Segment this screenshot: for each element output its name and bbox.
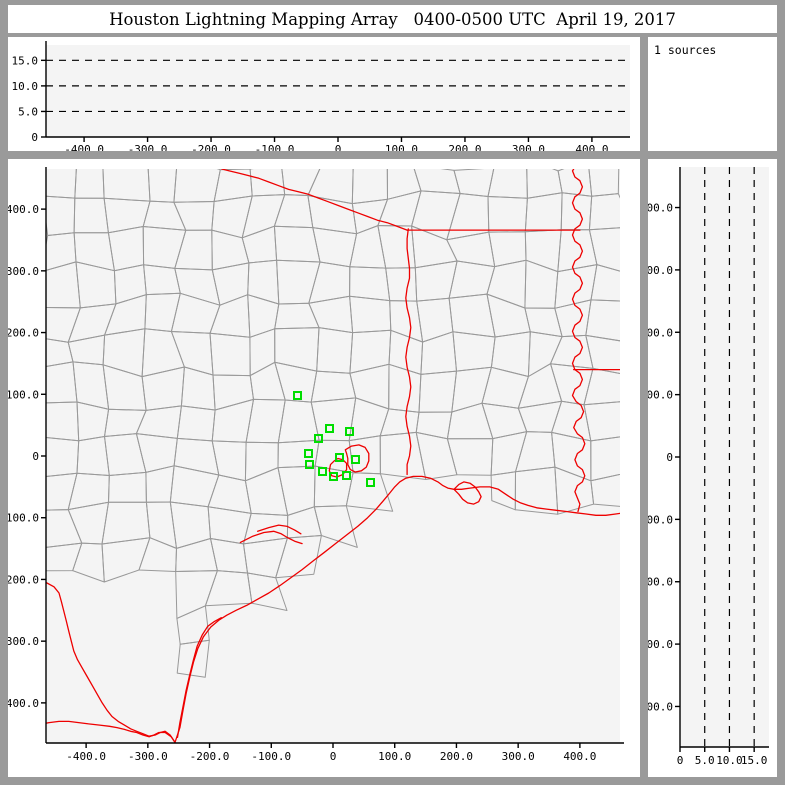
svg-text:-300.0: -300.0	[128, 750, 168, 763]
station-marker[interactable]	[345, 426, 355, 436]
svg-text:5.0: 5.0	[18, 105, 38, 118]
station-marker[interactable]	[350, 455, 360, 465]
svg-text:100.0: 100.0	[648, 389, 673, 402]
svg-text:100.0: 100.0	[8, 388, 39, 401]
svg-text:0: 0	[330, 750, 337, 763]
station-marker[interactable]	[293, 391, 303, 400]
svg-text:-200.0: -200.0	[191, 143, 231, 151]
svg-text:-400.0: -400.0	[8, 697, 39, 710]
plan-view-map-plot[interactable]: 400.0 300.0 200.0 100.0 0 -100.0 -200.0 -300.0 -…	[8, 159, 640, 777]
altitude-vs-north-south-plot[interactable]: 400.0 300.0 200.0 100.0 0 -100.0 -200.0 -300.0 -…	[648, 159, 777, 777]
svg-text:300.0: 300.0	[512, 143, 545, 151]
altitude-vs-north-south-panel: 400.0 300.0 200.0 100.0 0 -100.0 -200.0 -300.0 -…	[648, 159, 777, 777]
altitude-vs-east-west-panel: 0 5.0 10.0 15.0 -400.0 -300.0 -200.0 -100.0 0 100…	[8, 37, 640, 151]
sources-count-label: 1 sources	[654, 43, 717, 57]
station-marker[interactable]	[303, 449, 313, 459]
svg-text:-100.0: -100.0	[648, 513, 673, 526]
altitude-vs-east-west-plot[interactable]: 0 5.0 10.0 15.0 -400.0 -300.0 -200.0 -100.0 0 100…	[8, 37, 640, 151]
svg-text:300.0: 300.0	[502, 750, 535, 763]
svg-text:-200.0: -200.0	[190, 750, 230, 763]
svg-text:100.0: 100.0	[378, 750, 411, 763]
svg-text:15.0: 15.0	[12, 54, 39, 67]
station-marker[interactable]	[342, 470, 352, 480]
svg-text:-300.0: -300.0	[8, 635, 39, 648]
title-bar: Houston Lightning Mapping Array 0400-050…	[8, 5, 777, 33]
svg-text:0: 0	[335, 143, 342, 151]
svg-text:-400.0: -400.0	[66, 750, 106, 763]
svg-text:200.0: 200.0	[648, 326, 673, 339]
station-marker[interactable]	[325, 423, 335, 433]
svg-text:0: 0	[677, 754, 684, 767]
station-marker[interactable]	[365, 478, 375, 488]
svg-text:400.0: 400.0	[8, 203, 39, 216]
svg-text:-200.0: -200.0	[8, 573, 39, 586]
svg-text:100.0: 100.0	[385, 143, 418, 151]
svg-text:0: 0	[666, 451, 673, 464]
svg-text:200.0: 200.0	[448, 143, 481, 151]
svg-text:5.0: 5.0	[695, 754, 715, 767]
svg-text:300.0: 300.0	[648, 264, 673, 277]
svg-text:200.0: 200.0	[440, 750, 473, 763]
svg-text:200.0: 200.0	[8, 327, 39, 340]
svg-text:300.0: 300.0	[8, 265, 39, 278]
station-marker[interactable]	[334, 452, 344, 462]
station-marker[interactable]	[329, 471, 339, 481]
svg-text:-100.0: -100.0	[251, 750, 291, 763]
svg-text:-400.0: -400.0	[64, 143, 104, 151]
svg-text:-400.0: -400.0	[648, 700, 673, 713]
plan-view-map-panel: 400.0 300.0 200.0 100.0 0 -100.0 -200.0 -300.0 -…	[8, 159, 640, 777]
svg-text:-100.0: -100.0	[255, 143, 295, 151]
svg-text:10.0: 10.0	[716, 754, 743, 767]
svg-text:400.0: 400.0	[648, 202, 673, 215]
sources-count-panel: 1 sources	[648, 37, 777, 151]
svg-text:400.0: 400.0	[563, 750, 596, 763]
svg-text:-100.0: -100.0	[8, 512, 39, 525]
svg-text:400.0: 400.0	[575, 143, 608, 151]
station-marker[interactable]	[305, 459, 315, 469]
svg-text:15.0: 15.0	[741, 754, 768, 767]
station-marker[interactable]	[318, 466, 327, 476]
svg-text:10.0: 10.0	[12, 80, 39, 93]
station-marker[interactable]	[313, 434, 323, 444]
svg-text:-300.0: -300.0	[648, 638, 673, 651]
svg-text:-200.0: -200.0	[648, 576, 673, 589]
page-title: Houston Lightning Mapping Array 0400-050…	[109, 9, 676, 29]
svg-text:0: 0	[31, 131, 38, 144]
svg-text:-300.0: -300.0	[128, 143, 168, 151]
svg-text:0: 0	[32, 450, 39, 463]
